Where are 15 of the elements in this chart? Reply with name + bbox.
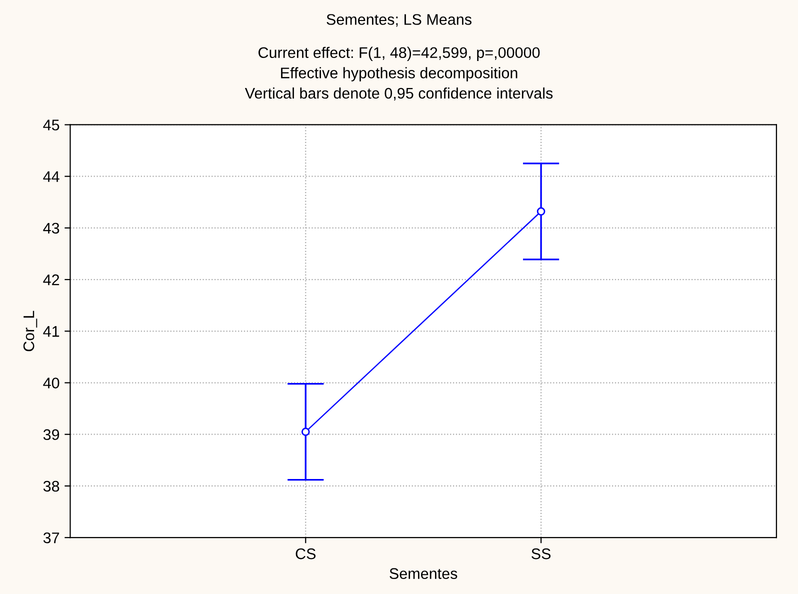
chart-subtitle: Current effect: F(1, 48)=42,599, p=,00000 Effective hypothesis decomposition Vertical bars denote 0,95 confidence intervals (244, 46, 553, 100)
y-tick-label: 39 (43, 429, 60, 440)
x-tick-label: CS (296, 548, 316, 560)
y-axis-title: Cor_L (23, 310, 38, 352)
y-tick-label: 37 (43, 532, 60, 544)
chart-title: Sementes; LS Means (326, 14, 472, 27)
y-tick-label: 45 (43, 120, 60, 130)
y-tick-label: 41 (43, 326, 60, 337)
y-tick-label: 40 (43, 378, 60, 388)
y-tick-label: 43 (43, 222, 60, 234)
x-tick-label: SS (532, 548, 551, 560)
y-tick-label: 44 (43, 171, 60, 182)
x-axis-title: Sementes (390, 568, 458, 580)
y-tick-label: 42 (43, 274, 60, 286)
y-tick-label: 38 (43, 480, 60, 492)
